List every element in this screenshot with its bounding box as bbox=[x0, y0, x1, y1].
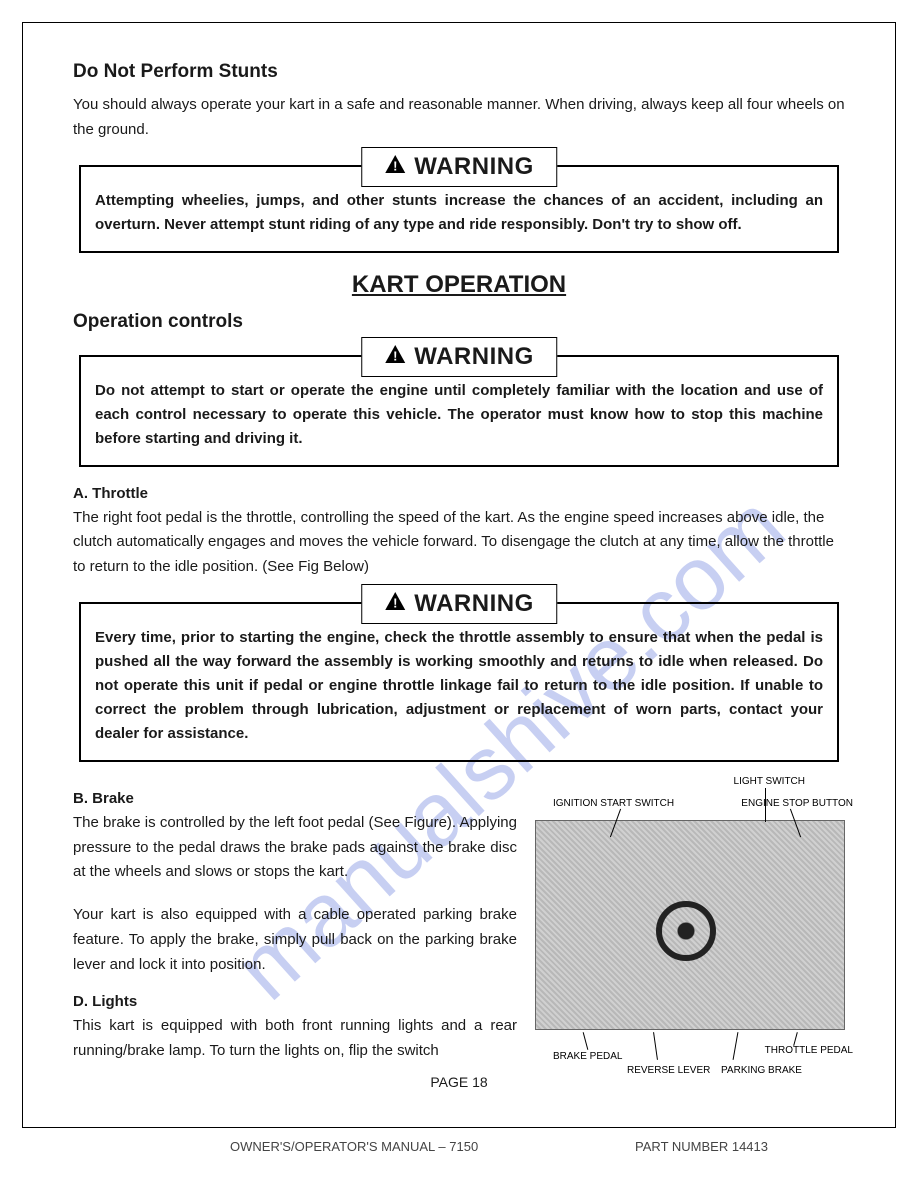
stunts-heading: Do Not Perform Stunts bbox=[73, 61, 845, 83]
warning-box-3: ! WARNING Every time, prior to starting … bbox=[79, 602, 839, 762]
leader-line bbox=[765, 788, 766, 822]
throttle-body: The right foot pedal is the throttle, co… bbox=[73, 506, 845, 580]
label-ignition: IGNITION START SWITCH bbox=[553, 798, 674, 809]
warning-3-text: Every time, prior to starting the engine… bbox=[95, 626, 823, 746]
controls-diagram: LIGHT SWITCH IGNITION START SWITCH ENGIN… bbox=[535, 780, 845, 1060]
label-parking: PARKING BRAKE bbox=[721, 1065, 802, 1076]
warning-box-2: ! WARNING Do not attempt to start or ope… bbox=[79, 355, 839, 467]
label-reverse: REVERSE LEVER bbox=[627, 1065, 710, 1076]
throttle-heading: A. Throttle bbox=[73, 485, 845, 502]
label-throttle: THROTTLE PEDAL bbox=[765, 1045, 853, 1056]
page-footer: OWNER'S/OPERATOR'S MANUAL – 7150 PART NU… bbox=[0, 1139, 918, 1154]
svg-text:!: ! bbox=[393, 159, 397, 174]
label-brake-pedal: BRAKE PEDAL bbox=[553, 1051, 622, 1062]
footer-part-number: PART NUMBER 14413 bbox=[635, 1139, 768, 1154]
warning-label-2: ! WARNING bbox=[361, 337, 557, 377]
brake-heading: B. Brake bbox=[73, 790, 517, 807]
warning-label-text: WARNING bbox=[414, 343, 534, 371]
leader-line bbox=[653, 1032, 658, 1060]
warning-1-text: Attempting wheelies, jumps, and other st… bbox=[95, 189, 823, 237]
svg-text:!: ! bbox=[393, 596, 397, 611]
warning-triangle-icon: ! bbox=[384, 344, 406, 369]
page-frame: Do Not Perform Stunts You should always … bbox=[22, 22, 896, 1128]
warning-label-text: WARNING bbox=[414, 590, 534, 618]
svg-text:!: ! bbox=[393, 349, 397, 364]
label-light-switch: LIGHT SWITCH bbox=[734, 776, 805, 787]
label-engine-stop: ENGINE STOP BUTTON bbox=[741, 798, 853, 809]
warning-triangle-icon: ! bbox=[384, 591, 406, 616]
warning-label-text: WARNING bbox=[414, 153, 534, 181]
leader-line bbox=[583, 1032, 589, 1050]
stunts-body: You should always operate your kart in a… bbox=[73, 93, 845, 143]
page-number: PAGE 18 bbox=[73, 1074, 845, 1090]
warning-label-3: ! WARNING bbox=[361, 584, 557, 624]
diagram-image bbox=[535, 820, 845, 1030]
warning-triangle-icon: ! bbox=[384, 154, 406, 179]
brake-body-2: Your kart is also equipped with a cable … bbox=[73, 903, 517, 977]
brake-body-1: The brake is controlled by the left foot… bbox=[73, 811, 517, 885]
footer-manual-id: OWNER'S/OPERATOR'S MANUAL – 7150 bbox=[230, 1139, 478, 1154]
warning-2-text: Do not attempt to start or operate the e… bbox=[95, 379, 823, 451]
leader-line bbox=[733, 1032, 739, 1060]
warning-box-1: ! WARNING Attempting wheelies, jumps, an… bbox=[79, 165, 839, 253]
warning-label-1: ! WARNING bbox=[361, 147, 557, 187]
leader-line bbox=[793, 1032, 798, 1046]
lights-heading: D. Lights bbox=[73, 993, 517, 1010]
operation-controls-heading: Operation controls bbox=[73, 311, 845, 333]
lights-body: This kart is equipped with both front ru… bbox=[73, 1014, 517, 1064]
kart-operation-title: KART OPERATION bbox=[73, 271, 845, 299]
steering-wheel-icon bbox=[656, 901, 716, 961]
